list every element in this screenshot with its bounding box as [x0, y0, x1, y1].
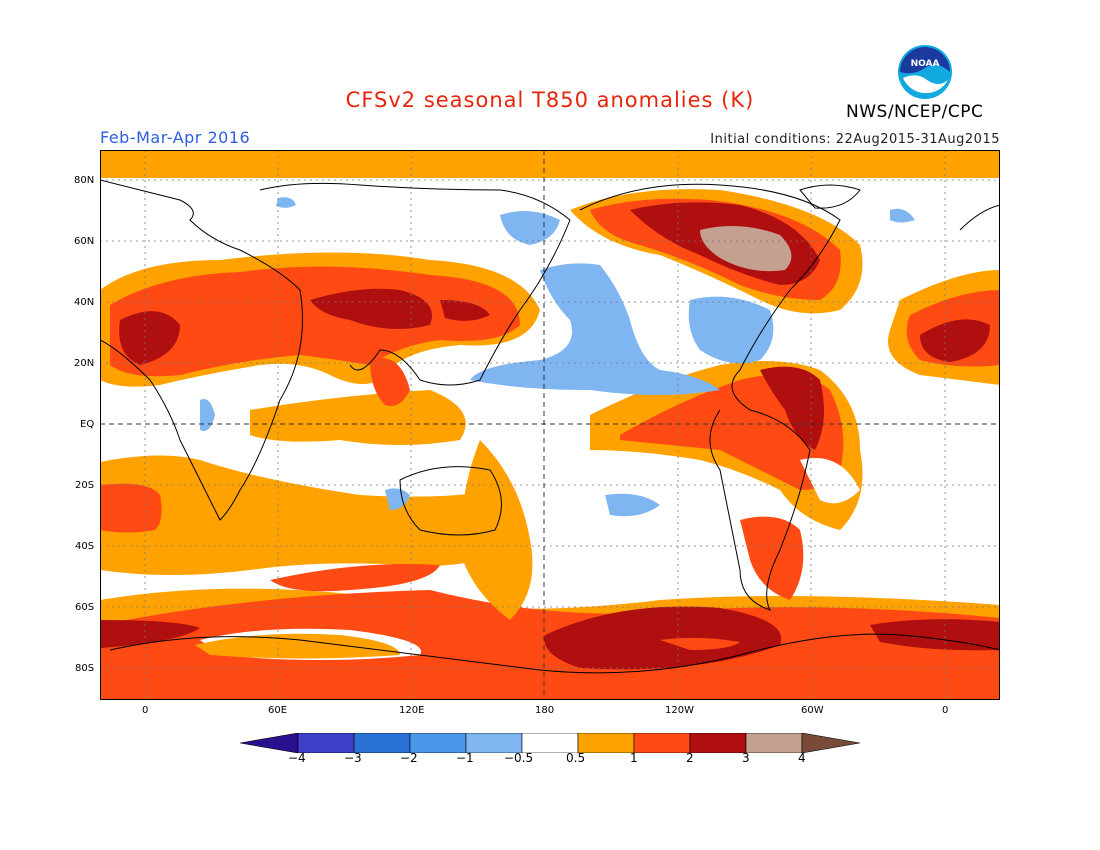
- legend-label-3: 3: [742, 751, 750, 765]
- lat-label-80s: 80S: [75, 663, 95, 674]
- lat-label-20n: 20N: [74, 358, 95, 369]
- lon-label-180: 180: [535, 705, 555, 716]
- lat-label-40n: 40N: [74, 297, 95, 308]
- legend-label-m1: −1: [456, 751, 474, 765]
- anomaly-map: [100, 150, 1000, 700]
- legend-label-m3: −3: [344, 751, 362, 765]
- lat-label-60s: 60S: [75, 602, 95, 613]
- map-title: CFSv2 seasonal T850 anomalies (K): [345, 88, 755, 112]
- legend-label-m05: −0.5: [504, 751, 534, 765]
- lon-label-60w: 60W: [801, 705, 824, 716]
- lon-label-120w: 120W: [665, 705, 694, 716]
- agency-label: NWS/NCEP/CPC: [846, 102, 984, 122]
- legend-label-2: 2: [686, 751, 694, 765]
- lon-label-0-west: 0: [142, 705, 149, 716]
- lat-label-20s: 20S: [75, 480, 95, 491]
- legend-label-m2: −2: [400, 751, 418, 765]
- lon-label-0-east: 0: [942, 705, 949, 716]
- legend-label-4: 4: [798, 751, 806, 765]
- lat-label-40s: 40S: [75, 541, 95, 552]
- lat-label-60n: 60N: [74, 236, 95, 247]
- forecast-period: Feb-Mar-Apr 2016: [100, 128, 251, 147]
- legend-label-m4: −4: [288, 751, 306, 765]
- lon-label-120e: 120E: [399, 705, 425, 716]
- noaa-logo: NOAA: [896, 43, 954, 101]
- legend-label-1: 1: [630, 751, 638, 765]
- initial-conditions: Initial conditions: 22Aug2015-31Aug2015: [710, 132, 1000, 147]
- lat-label-eq: EQ: [80, 419, 95, 430]
- lat-label-80n: 80N: [74, 175, 95, 186]
- color-legend: [240, 733, 860, 753]
- legend-label-05: 0.5: [566, 751, 586, 765]
- lon-label-60e: 60E: [268, 705, 288, 716]
- logo-text: NOAA: [911, 59, 940, 69]
